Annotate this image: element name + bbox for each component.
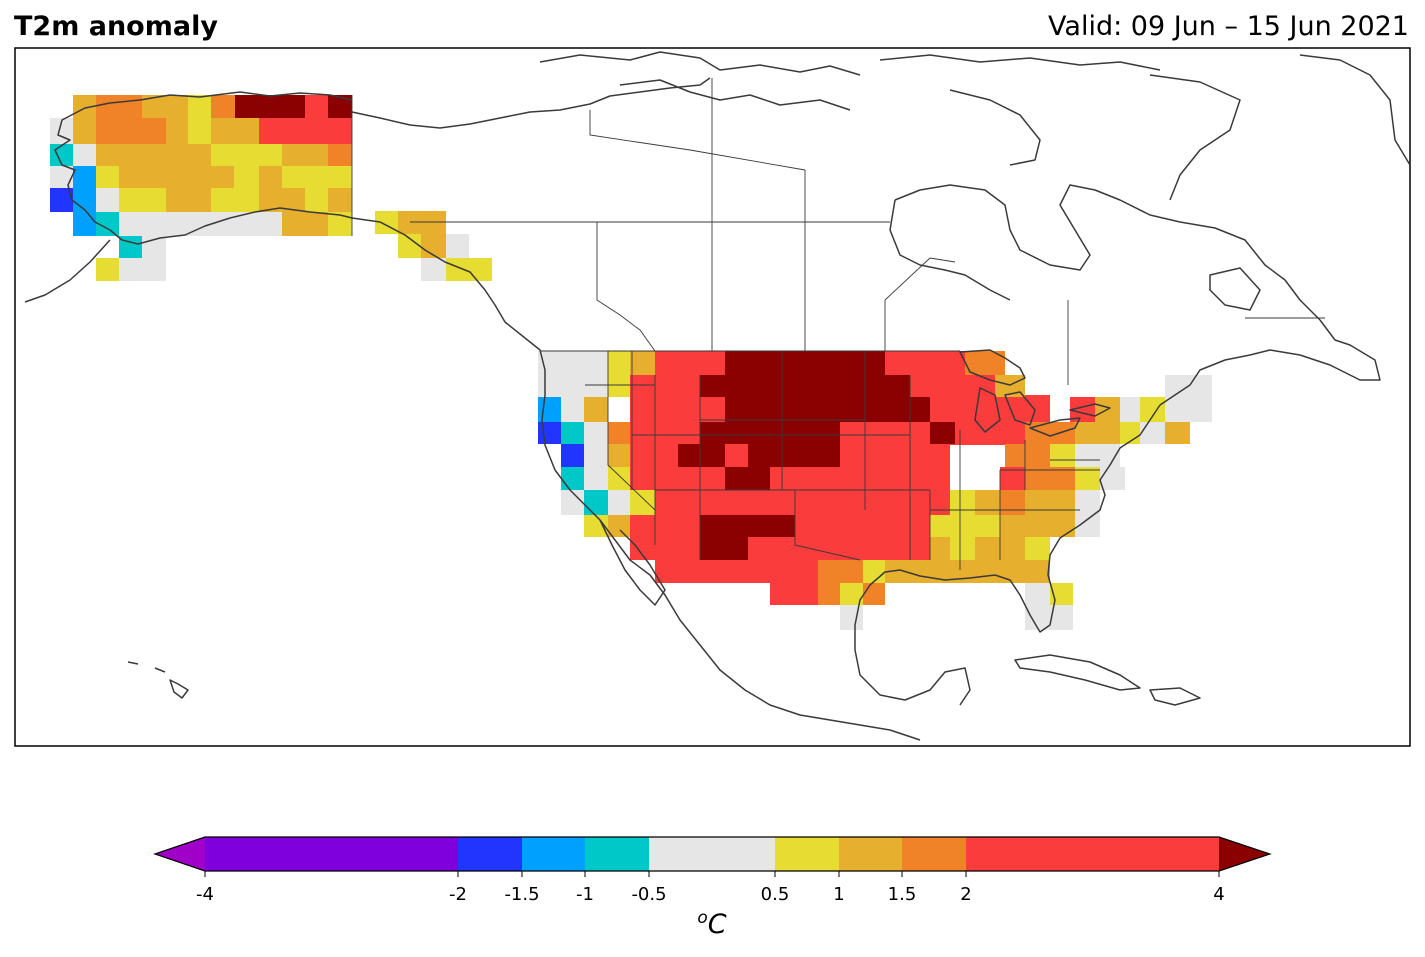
valid-period: Valid: 09 Jun – 15 Jun 2021 [1048, 11, 1409, 42]
colorbar-tick-label: -1.5 [504, 884, 540, 905]
coastlines [24, 51, 1411, 741]
colorbar-bin-1 [458, 837, 522, 871]
colorbar-tick-label: 1 [833, 884, 845, 905]
colorbar-bin-7 [902, 837, 966, 871]
colorbar-bin-6 [839, 837, 902, 871]
colorbar-tick-label: -2 [449, 884, 467, 905]
colorbar-bin-0 [205, 837, 458, 871]
colorbar-tick-label: -1 [576, 884, 594, 905]
colorbar [153, 836, 1272, 877]
colorbar-unit: oC [697, 908, 727, 940]
colorbar-tick-label: 0.5 [760, 884, 790, 905]
colorbar-over-arrow [1219, 837, 1270, 871]
colorbar-bin-2 [522, 837, 585, 871]
colorbar-tick-label: -4 [196, 884, 214, 905]
colorbar-tick-label: 1.5 [887, 884, 917, 905]
colorbar-tick-label: 4 [1213, 884, 1225, 905]
colorbar-tick-label: 2 [960, 884, 972, 905]
colorbar-bin-8 [966, 837, 1219, 871]
conus-anomaly-grid [538, 351, 1212, 630]
political-borders [351, 78, 1325, 570]
alaska-anomaly-grid [50, 95, 492, 281]
map-title: T2m anomaly [14, 11, 218, 42]
colorbar-bin-5 [775, 837, 839, 871]
colorbar-bin-3 [585, 837, 649, 871]
colorbar-under-arrow [155, 837, 205, 871]
colorbar-tick-label: -0.5 [631, 884, 667, 905]
colorbar-bin-4 [649, 837, 775, 871]
